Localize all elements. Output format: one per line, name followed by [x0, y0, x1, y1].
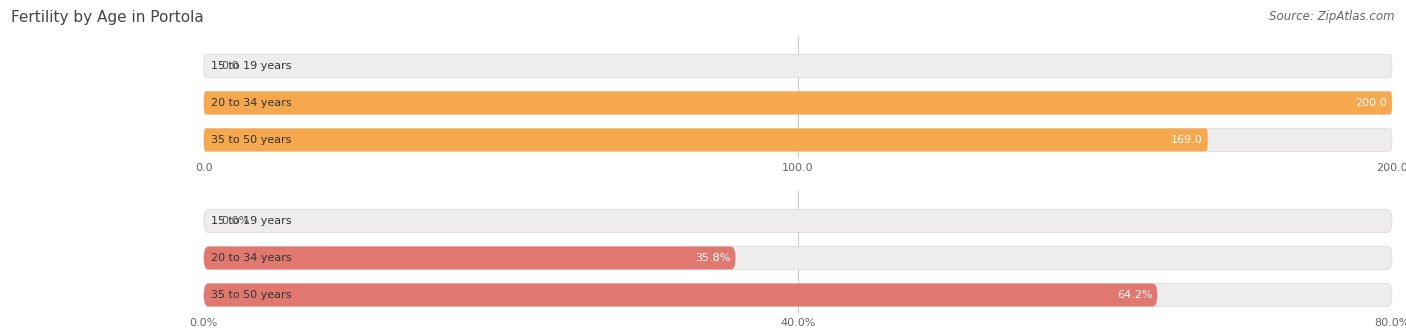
Text: Source: ZipAtlas.com: Source: ZipAtlas.com: [1270, 10, 1395, 23]
FancyBboxPatch shape: [204, 283, 1392, 307]
Text: 200.0: 200.0: [1355, 98, 1388, 108]
FancyBboxPatch shape: [204, 247, 735, 270]
FancyBboxPatch shape: [204, 128, 1392, 151]
Text: 169.0: 169.0: [1171, 135, 1204, 145]
FancyBboxPatch shape: [204, 283, 1157, 307]
FancyBboxPatch shape: [204, 91, 1392, 115]
FancyBboxPatch shape: [204, 91, 1392, 115]
Text: Fertility by Age in Portola: Fertility by Age in Portola: [11, 10, 204, 25]
FancyBboxPatch shape: [204, 128, 1208, 151]
FancyBboxPatch shape: [204, 247, 1392, 270]
Text: 35.8%: 35.8%: [696, 253, 731, 263]
Text: 15 to 19 years: 15 to 19 years: [211, 61, 291, 71]
Text: 35 to 50 years: 35 to 50 years: [211, 135, 291, 145]
FancyBboxPatch shape: [204, 210, 1392, 232]
Text: 35 to 50 years: 35 to 50 years: [211, 290, 291, 300]
Text: 0.0%: 0.0%: [222, 216, 250, 226]
Text: 15 to 19 years: 15 to 19 years: [211, 216, 291, 226]
Text: 64.2%: 64.2%: [1116, 290, 1153, 300]
Text: 0.0: 0.0: [222, 61, 239, 71]
Text: 20 to 34 years: 20 to 34 years: [211, 98, 291, 108]
FancyBboxPatch shape: [204, 54, 1392, 77]
Text: 20 to 34 years: 20 to 34 years: [211, 253, 291, 263]
